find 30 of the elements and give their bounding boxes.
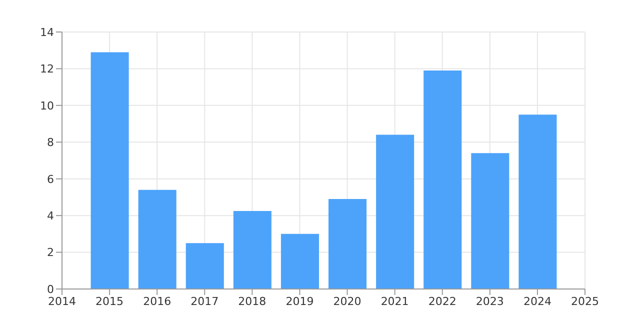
bar [186, 243, 224, 289]
y-tick-label: 0 [47, 282, 54, 296]
x-tick-label: 2024 [523, 294, 552, 308]
bar [376, 134, 414, 289]
bar [138, 190, 176, 289]
x-tick-label: 2016 [143, 294, 172, 308]
y-tick-label: 6 [47, 172, 54, 186]
y-tick-label: 10 [40, 99, 54, 112]
x-tick-label: 2021 [380, 294, 409, 308]
bar [518, 114, 557, 289]
x-tick-label: 2022 [428, 294, 456, 308]
x-tick-label: 2020 [333, 294, 362, 308]
y-tick-label: 8 [47, 136, 54, 150]
bar [424, 70, 462, 289]
y-tick-label: 12 [40, 62, 54, 76]
bar [471, 153, 510, 289]
x-tick-label: 2017 [190, 294, 219, 308]
y-tick-label: 4 [47, 209, 54, 222]
y-tick-label: 2 [47, 246, 54, 260]
x-tick-label: 2014 [48, 294, 76, 308]
bar [90, 52, 129, 289]
bar [328, 199, 367, 289]
y-tick-label: 14 [40, 26, 54, 39]
x-tick-label: 2018 [238, 294, 266, 308]
x-tick-label: 2019 [286, 294, 314, 308]
x-tick-label: 2025 [571, 294, 599, 308]
bar [233, 210, 272, 289]
x-tick-label: 2015 [96, 294, 124, 308]
x-tick-label: 2023 [476, 294, 504, 308]
bar [280, 234, 319, 289]
